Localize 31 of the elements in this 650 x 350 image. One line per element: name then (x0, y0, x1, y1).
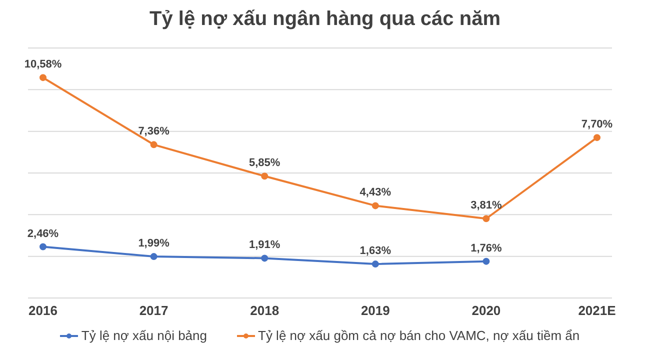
point (372, 202, 379, 210)
data-label: 3,81% (470, 200, 502, 212)
point (150, 141, 158, 148)
data-label: 5,85% (249, 157, 280, 170)
data-label: 7,36% (138, 126, 170, 138)
legend-label: Tỷ lệ nợ xấu nội bảng (80, 328, 207, 343)
x-tick-label: 2016 (28, 303, 58, 318)
point (594, 134, 600, 142)
x-tick-label: 2019 (360, 303, 390, 318)
data-label: 7,70% (581, 118, 613, 131)
point (40, 243, 46, 250)
x-tick-label: 2017 (139, 303, 168, 318)
point (150, 253, 158, 260)
data-label: 1,91% (249, 239, 280, 252)
legend-label: Tỷ lệ nợ xấu gồm cả nợ bán cho VAMC, nợ xấu tiềm ẩn (257, 328, 580, 343)
point (261, 172, 268, 180)
point (261, 254, 268, 262)
point (372, 260, 379, 268)
data-label: 1,99% (138, 238, 170, 250)
x-tick-label: 2020 (472, 303, 501, 318)
data-label: 2,46% (27, 228, 59, 240)
data-label: 1,63% (360, 245, 392, 258)
data-label: 10,58% (24, 58, 62, 71)
data-label: 4,43% (360, 186, 392, 199)
x-tick-label: 2021E (578, 303, 616, 318)
point (482, 258, 490, 265)
x-tick-label: 2018 (250, 303, 280, 318)
point (482, 215, 490, 222)
chart-title: Tỷ lệ nợ xấu ngân hàng qua các năm (148, 8, 502, 32)
point (40, 74, 46, 82)
data-label: 1,76% (470, 242, 502, 254)
